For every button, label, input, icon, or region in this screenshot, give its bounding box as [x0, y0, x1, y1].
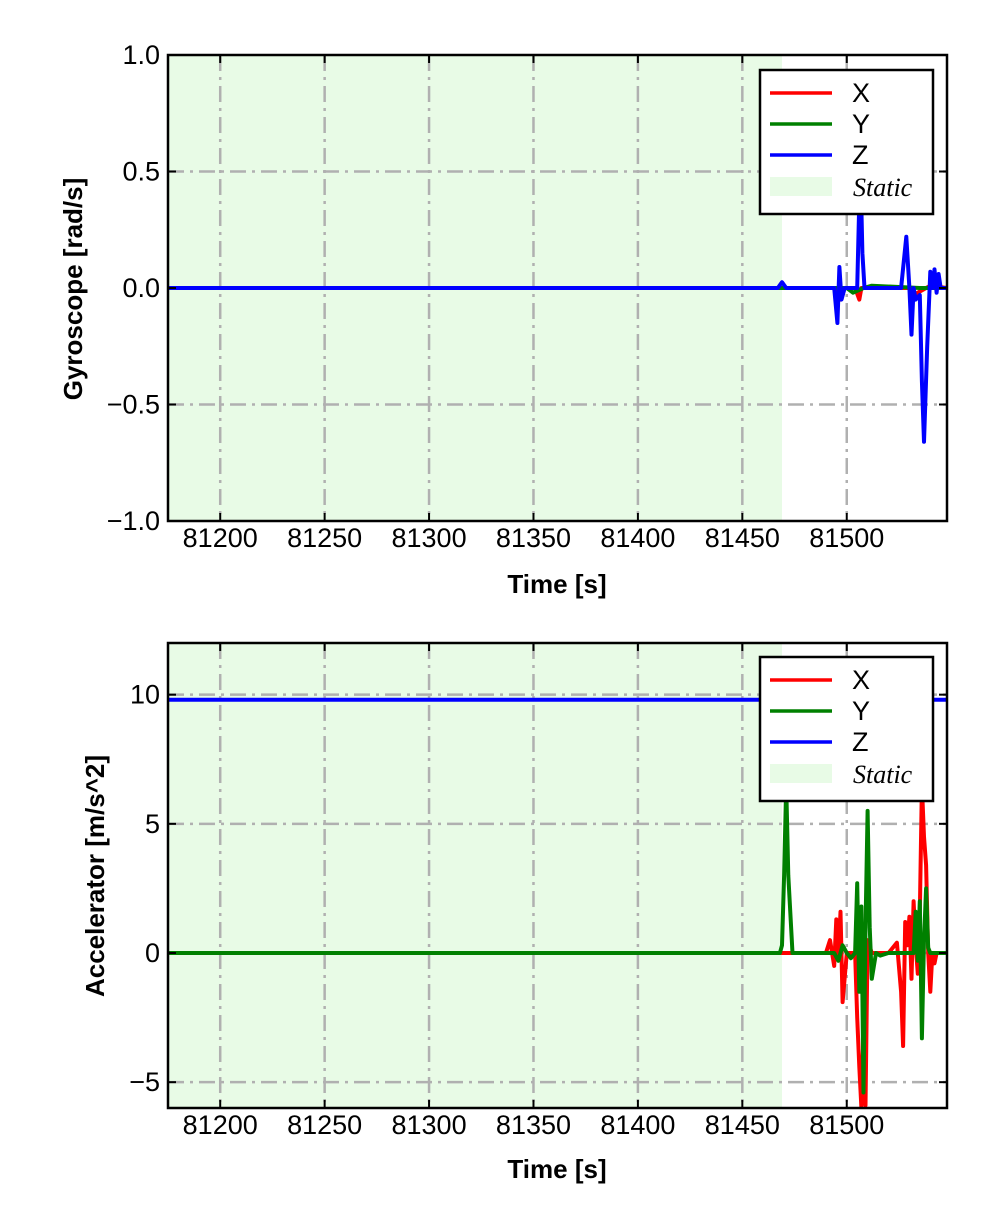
legend-label-y: Y — [852, 109, 870, 139]
x-tick-label: 81500 — [809, 523, 884, 553]
y-tick-label: −5 — [129, 1067, 160, 1097]
x-tick-label: 81250 — [287, 523, 362, 553]
y-axis-label: Accelerator [m/s^2] — [80, 755, 110, 997]
series-line-x — [168, 783, 947, 1108]
x-tick-label: 81350 — [496, 1110, 571, 1140]
x-tick-label: 81500 — [809, 1110, 884, 1140]
static-region — [168, 643, 783, 1108]
x-tick-label: 81200 — [183, 1110, 258, 1140]
x-tick-label: 81300 — [392, 1110, 467, 1140]
gyroscope-chart: 81200 81250 81300 81350 81400 81450 81500 −1.0 −… — [58, 40, 949, 599]
y-tick-label: 0 — [145, 938, 160, 968]
grid-lines — [168, 643, 947, 1108]
x-tick-label: 81300 — [392, 523, 467, 553]
x-tick-label: 81250 — [287, 1110, 362, 1140]
y-tick-label: 1.0 — [122, 40, 160, 70]
legend-label-y: Y — [852, 696, 870, 726]
x-tick-label: 81400 — [600, 523, 675, 553]
tick-marks — [168, 643, 947, 1108]
x-tick-label: 81400 — [600, 1110, 675, 1140]
series-line-y — [168, 783, 947, 1095]
series-lines — [168, 157, 947, 444]
legend-label-z: Z — [852, 140, 869, 170]
legend-swatch-static — [770, 764, 832, 783]
plot-frame — [166, 641, 949, 1110]
y-tick-label: −1.0 — [107, 506, 160, 536]
y-axis-label: Gyroscope [rad/s] — [58, 178, 88, 401]
x-axis-label: Time [s] — [507, 1154, 606, 1184]
legend: X Y Z Static — [758, 655, 935, 803]
y-tick-label: −0.5 — [107, 390, 160, 420]
y-tick-label: 0.0 — [122, 273, 160, 303]
tick-labels: 81200 81250 81300 81350 81400 81450 81500 −1.0 −… — [107, 40, 885, 553]
y-tick-label: 5 — [145, 809, 160, 839]
y-tick-label: 0.5 — [122, 157, 160, 187]
legend-label-x: X — [852, 78, 870, 108]
legend-label-x: X — [852, 665, 870, 695]
tick-marks — [168, 54, 947, 522]
legend: X Y Z Static — [758, 68, 935, 216]
legend-label-z: Z — [852, 727, 869, 757]
tick-labels: 81200 81250 81300 81350 81400 81450 81500 −5 0 5 1… — [129, 680, 884, 1140]
accelerometer-chart: 81200 81250 81300 81350 81400 81450 81500 −5 0 5 1… — [80, 641, 949, 1184]
series-line-z — [168, 157, 947, 444]
legend-label-static: Static — [853, 173, 913, 202]
x-tick-label: 81450 — [705, 523, 780, 553]
y-tick-label: 10 — [130, 680, 160, 710]
legend-label-static: Static — [853, 760, 913, 789]
x-tick-label: 81200 — [183, 523, 258, 553]
static-region-fill — [168, 643, 783, 1108]
legend-swatch-static — [770, 177, 832, 196]
x-tick-label: 81350 — [496, 523, 571, 553]
x-tick-label: 81450 — [705, 1110, 780, 1140]
x-axis-label: Time [s] — [507, 569, 606, 599]
